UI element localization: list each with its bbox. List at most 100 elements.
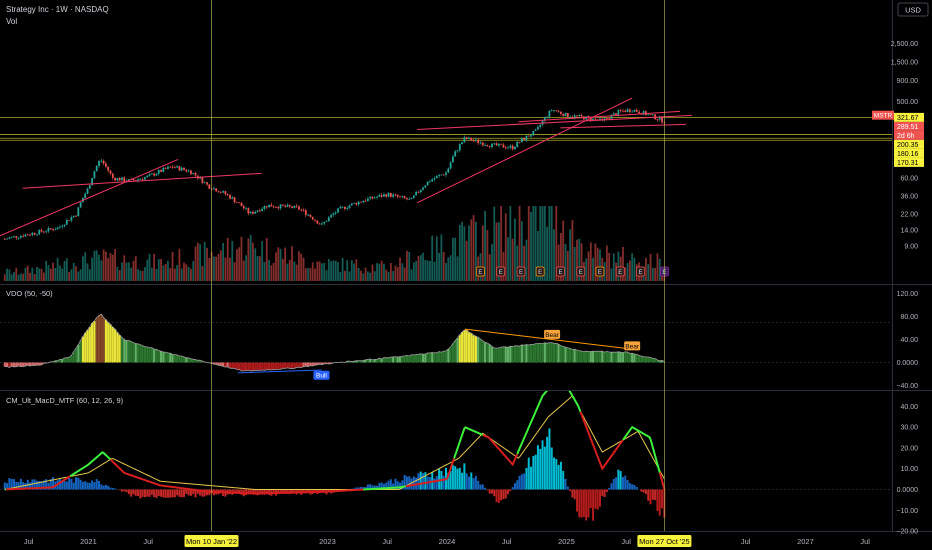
macd-histogram-bar [369,484,372,490]
macd-histogram-bar [615,477,618,490]
macd-histogram-bar [10,478,13,490]
candle-body [454,151,457,157]
macd-histogram-bar [548,428,551,490]
macd-histogram-bar [35,480,38,490]
candle-body [288,205,291,207]
macd-histogram-bar [502,489,505,500]
macd-histogram-bar [107,485,110,490]
volume-bar [295,264,298,281]
volume-bar [245,255,247,281]
macd-line-segment [405,458,456,488]
vdo-bar [93,321,96,363]
price-pane[interactable]: EEEEEEEEEE [0,97,892,281]
volume-bar [229,257,231,281]
candle-body [527,135,530,137]
volume-bar [238,247,241,281]
volume-bar [337,262,339,281]
vdo-bar [318,362,321,365]
volume-bar [217,253,220,281]
candle-body [118,178,121,181]
currency-button[interactable] [897,2,929,17]
vdo-bar [357,360,360,363]
macd-histogram-bar [458,467,461,490]
volume-bar [114,249,116,281]
volume-bar [608,252,611,281]
candle-body [254,211,257,214]
candle-body [651,114,654,116]
macd-title[interactable]: CM_Ult_MacD_MTF (60, 12, 26, 9) [6,396,124,405]
vdo-bar [194,359,197,363]
volume-bar [213,256,215,281]
volume-bar [403,267,406,281]
candle-body [474,139,477,141]
vdo-bar [130,341,133,363]
candle-body [249,211,252,214]
price-axis[interactable]: 2,500.001,500.00900.00500.00100.0060.003… [872,41,924,536]
vdo-bar [373,359,376,363]
vdo-bar [26,362,29,366]
time-tick-label: 2021 [80,537,97,546]
volume-bar [116,266,119,281]
vdo-bar [621,352,625,363]
candle-body [550,110,553,112]
candle-body [401,196,404,198]
vdo-bar [529,344,533,363]
candle-body [477,139,480,143]
candle-body [465,137,468,139]
vdo-pane[interactable]: Bull Bear Bear [0,313,892,380]
macd-histogram-bar [104,484,107,490]
macd-histogram-bar [284,489,287,493]
candle-body [17,237,20,239]
vdo-bar [589,351,592,363]
volume-bar [468,225,470,281]
macd-histogram-bar [530,466,533,490]
vdo-bar [157,350,160,363]
volume-bar [408,251,411,281]
volume-label[interactable]: Vol [6,17,17,26]
macd-histogram-bar [626,480,629,490]
symbol-title[interactable]: Strategy Inc · 1W · NASDAQ [6,5,109,14]
macd-histogram-bar [42,480,45,490]
vdo-bar [256,362,259,371]
macd-histogram-bar [419,471,422,490]
candle-body [150,173,153,175]
vdo-bar [504,346,507,363]
candle-body [373,197,376,199]
macd-histogram-bar [428,476,431,490]
vdo-bar [196,360,199,363]
candle-body [525,135,528,141]
vdo-bar [385,357,388,363]
macd-histogram-bar [359,487,362,490]
vdo-bar [162,351,165,363]
vdo-bar [654,358,657,363]
vdo-bar [79,340,82,363]
candle-body [192,172,195,175]
macd-line-segment [516,391,582,455]
macd-pane[interactable] [0,376,892,521]
vdo-bar [398,356,402,363]
macd-histogram-bar [576,489,579,512]
macd-histogram-bar [592,489,595,521]
time-tick-label: Jul [143,537,153,546]
macd-histogram-bar [601,489,604,496]
candle-body [520,138,523,143]
macd-histogram-bar [173,489,176,498]
vdo-bar [369,359,372,363]
candle-body [141,178,144,180]
volume-bar [47,264,50,281]
candle-body [488,146,491,148]
macd-histogram-bar [61,480,64,490]
time-axis[interactable]: Jul 2021 Jul 2023 Jul 2024 Jul 2025 Jul Jul 2027 Ju… [24,535,870,547]
vdo-title[interactable]: VDO (50, -50) [6,289,53,298]
volume-bar [104,251,107,281]
macd-histogram-bar [497,489,500,503]
vdo-bar [307,362,310,367]
vdo-bar [562,346,565,363]
candle-body [502,144,505,148]
candle-body [603,118,606,120]
volume-bar [537,230,539,281]
volume-bar [327,258,330,281]
candle-body [514,146,516,150]
candle-body [472,140,475,142]
candle-body [325,221,328,223]
